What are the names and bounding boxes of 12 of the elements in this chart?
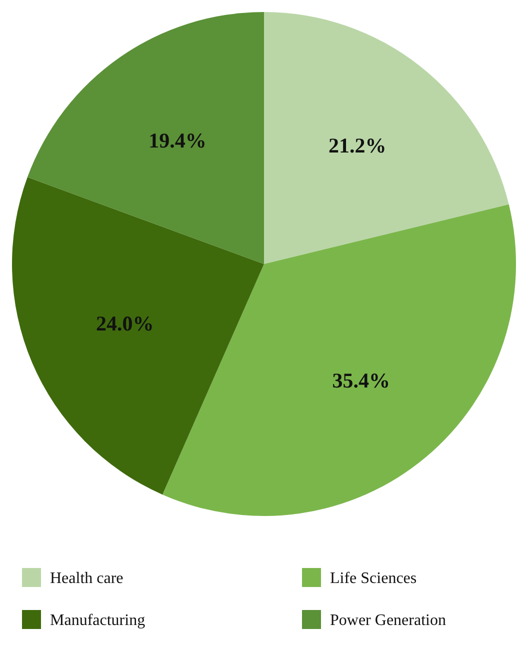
pie-slice — [27, 12, 264, 264]
pie-slice — [162, 204, 516, 516]
legend-label: Power Generation — [330, 612, 446, 629]
pie-slice — [12, 177, 264, 495]
data-label: 21.2% — [328, 133, 386, 158]
data-label: 24.0% — [96, 312, 154, 336]
data-label: 35.4% — [332, 368, 390, 392]
legend-label: Life Sciences — [330, 570, 417, 587]
legend-label: Health care — [50, 570, 124, 587]
data-label: 19.4% — [148, 128, 206, 152]
legend-label: Manufacturing — [50, 612, 146, 629]
pie-slice — [264, 12, 509, 264]
